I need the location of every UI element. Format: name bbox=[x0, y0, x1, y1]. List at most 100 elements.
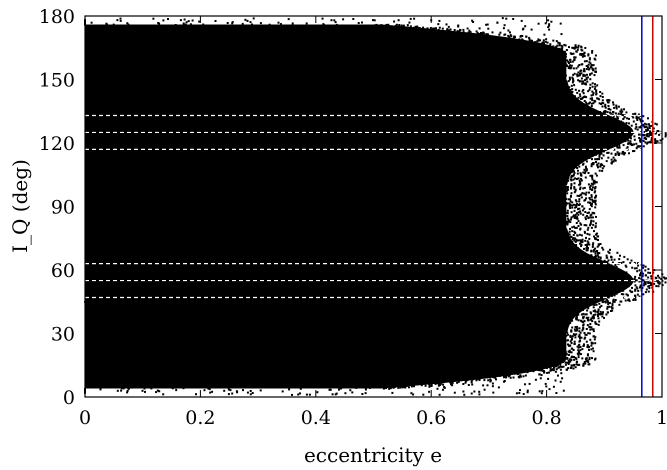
scatter-point bbox=[297, 128, 299, 130]
scatter-point bbox=[149, 85, 152, 88]
scatter-point bbox=[88, 130, 91, 133]
scatter-point bbox=[647, 123, 650, 126]
scatter-point bbox=[111, 338, 113, 341]
scatter-point bbox=[584, 101, 587, 104]
scatter-point bbox=[583, 156, 586, 159]
scatter-point bbox=[99, 157, 102, 160]
scatter-point bbox=[572, 237, 575, 240]
scatter-point bbox=[158, 120, 161, 123]
scatter-point bbox=[451, 365, 454, 368]
scatter-point bbox=[479, 205, 482, 208]
scatter-point bbox=[644, 265, 647, 268]
scatter-point bbox=[601, 169, 604, 172]
scatter-point bbox=[596, 259, 599, 261]
scatter-point bbox=[577, 313, 580, 316]
scatter-point bbox=[242, 234, 244, 237]
scatter-point bbox=[102, 314, 105, 317]
scatter-point bbox=[248, 143, 251, 145]
scatter-point bbox=[379, 229, 382, 232]
scatter-point bbox=[86, 112, 89, 115]
scatter-point bbox=[361, 212, 364, 215]
scatter-point bbox=[430, 383, 433, 386]
scatter-point bbox=[192, 305, 194, 308]
scatter-point bbox=[131, 375, 133, 378]
scatter-point bbox=[507, 258, 510, 261]
scatter-point bbox=[189, 339, 192, 342]
scatter-point bbox=[572, 214, 575, 217]
scatter-point bbox=[554, 224, 557, 227]
scatter-point bbox=[224, 346, 226, 349]
scatter-point bbox=[469, 376, 472, 378]
scatter-point bbox=[420, 112, 422, 115]
scatter-point bbox=[577, 108, 580, 111]
scatter-point bbox=[573, 363, 576, 366]
scatter-point bbox=[552, 326, 555, 329]
scatter-point bbox=[218, 185, 221, 187]
scatter-point bbox=[230, 338, 233, 341]
scatter-point bbox=[574, 44, 577, 47]
scatter-point bbox=[625, 283, 628, 286]
scatter-point bbox=[179, 242, 182, 245]
scatter-point bbox=[524, 41, 526, 44]
scatter-point bbox=[586, 104, 589, 107]
scatter-point bbox=[554, 313, 557, 316]
scatter-point bbox=[120, 239, 123, 242]
scatter-point bbox=[616, 146, 619, 149]
scatter-point bbox=[623, 153, 626, 156]
scatter-point bbox=[422, 179, 425, 182]
scatter-point bbox=[135, 290, 138, 293]
scatter-point bbox=[207, 45, 210, 48]
scatter-point bbox=[423, 79, 426, 82]
scatter-point bbox=[586, 344, 589, 347]
scatter-point bbox=[210, 382, 213, 384]
scatter-point bbox=[634, 288, 637, 291]
scatter-point bbox=[291, 118, 294, 121]
scatter-point bbox=[147, 102, 150, 105]
scatter-point bbox=[606, 266, 609, 269]
scatter-point bbox=[539, 176, 542, 179]
scatter-point bbox=[620, 261, 623, 264]
scatter-point bbox=[245, 248, 248, 251]
scatter-point bbox=[562, 198, 564, 201]
scatter-point bbox=[512, 376, 515, 379]
scatter-point bbox=[561, 342, 564, 345]
scatter-point bbox=[213, 127, 216, 130]
scatter-point bbox=[573, 97, 576, 99]
scatter-point bbox=[173, 317, 176, 320]
scatter-point bbox=[544, 236, 547, 239]
scatter-point bbox=[189, 256, 192, 259]
scatter-point bbox=[562, 95, 565, 98]
scatter-point bbox=[278, 290, 281, 293]
scatter-point bbox=[543, 181, 545, 184]
scatter-point bbox=[558, 170, 560, 173]
scatter-point bbox=[213, 54, 216, 56]
scatter-point bbox=[543, 370, 546, 373]
scatter-point bbox=[527, 294, 530, 297]
scatter-point bbox=[608, 117, 611, 120]
scatter-point bbox=[410, 159, 413, 162]
scatter-point bbox=[546, 61, 549, 64]
scatter-point bbox=[363, 335, 366, 338]
scatter-point bbox=[466, 331, 469, 334]
scatter-point bbox=[637, 116, 640, 119]
scatter-point bbox=[200, 307, 203, 310]
scatter-point bbox=[582, 53, 584, 55]
scatter-point bbox=[564, 341, 567, 344]
scatter-point bbox=[381, 38, 384, 41]
scatter-point bbox=[318, 263, 321, 266]
scatter-point bbox=[580, 54, 583, 57]
scatter-point bbox=[574, 226, 577, 229]
scatter-point bbox=[596, 245, 599, 248]
scatter-point bbox=[553, 77, 556, 80]
scatter-point bbox=[152, 240, 155, 243]
scatter-point bbox=[648, 133, 651, 136]
scatter-point bbox=[255, 337, 258, 340]
scatter-point bbox=[373, 162, 376, 165]
scatter-point bbox=[597, 138, 600, 141]
scatter-point bbox=[577, 113, 580, 116]
scatter-point bbox=[611, 302, 614, 305]
scatter-point bbox=[587, 307, 590, 310]
scatter-point bbox=[466, 44, 469, 47]
scatter-point bbox=[589, 86, 592, 89]
